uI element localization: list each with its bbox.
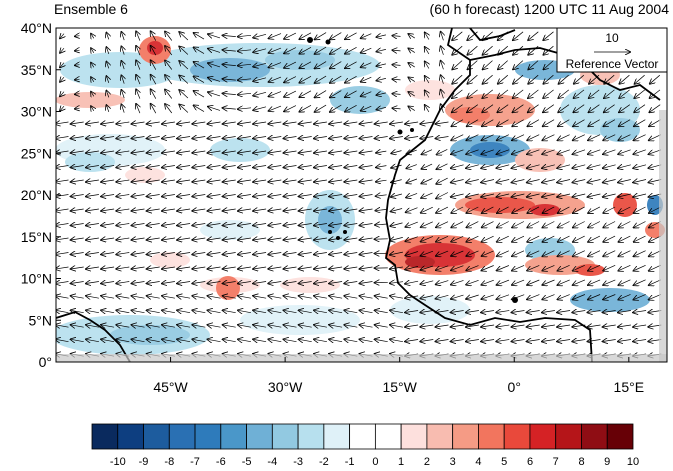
reference-vector-label: Reference Vector: [566, 57, 659, 71]
colorbar-label: -4: [267, 456, 277, 468]
colorbar-swatch: [400, 423, 428, 450]
colorbar-swatch: [297, 423, 325, 450]
colorbar-label: -6: [216, 456, 226, 468]
colorbar-label: 8: [578, 456, 584, 468]
colorbar-swatch: [478, 423, 505, 450]
colorbar-label: 2: [424, 456, 430, 468]
colorbar-swatch: [349, 423, 376, 450]
colorbar-swatch: [168, 423, 196, 450]
lat-tick-label: 20°N: [21, 187, 52, 203]
colorbar-swatch: [246, 423, 273, 450]
colorbar-label: -10: [110, 456, 126, 468]
colorbar-swatch: [374, 423, 402, 450]
lon-tick-label: 45°W: [153, 379, 188, 395]
colorbar: -10 -9 -8 -7 -6 -5 -4 -3 -2 -1 0 1 2 3 4 5 6 7 8 9 10: [91, 423, 639, 468]
lat-tick-label: 40°N: [21, 20, 52, 36]
lon-tick-label: 15°W: [382, 379, 417, 395]
colorbar-swatch: [194, 423, 222, 450]
colorbar-swatch: [529, 423, 557, 450]
colorbar-label: 1: [398, 456, 404, 468]
colorbar-swatch: [143, 423, 170, 450]
colorbar-label: -8: [164, 456, 174, 468]
colorbar-swatch: [606, 423, 634, 450]
colorbar-label: -5: [242, 456, 252, 468]
colorbar-swatch: [117, 423, 144, 450]
lat-tick-label: 10°N: [21, 271, 52, 287]
colorbar-swatch: [271, 423, 299, 450]
colorbar-label: 0: [372, 456, 378, 468]
colorbar-label: -7: [190, 456, 200, 468]
colorbar-swatch: [503, 423, 531, 450]
lat-tick-label: 25°N: [21, 145, 52, 161]
lat-tick-label: 0°: [39, 354, 52, 370]
colorbar-label: -1: [345, 456, 355, 468]
lat-tick-label: 15°N: [21, 229, 52, 245]
colorbar-label: -2: [319, 456, 329, 468]
colorbar-label: 5: [501, 456, 507, 468]
colorbar-swatch: [220, 423, 247, 450]
longitude-axis: 45°W 30°W 15°W 0° 15°E: [153, 357, 644, 395]
reference-vector-box: 10 Reference Vector: [556, 27, 668, 73]
lon-tick-label: 15°E: [614, 379, 645, 395]
colorbar-label: 9: [604, 456, 610, 468]
lat-tick-label: 30°N: [21, 104, 52, 120]
colorbar-swatch: [555, 423, 582, 450]
map-title-left: Ensemble 6: [54, 1, 128, 17]
latitude-axis: 40°N 35°N 30°N 25°N 20°N 15°N 10°N 5°N 0°: [21, 20, 61, 370]
reference-vector-value: 10: [605, 31, 619, 45]
map-title-right: (60 h forecast) 1200 UTC 11 Aug 2004: [429, 1, 669, 17]
lat-tick-label: 35°N: [21, 62, 52, 78]
lon-tick-label: 30°W: [268, 379, 303, 395]
colorbar-label: 4: [475, 456, 481, 468]
map-plot-area: [56, 28, 667, 362]
colorbar-label: -9: [139, 456, 149, 468]
colorbar-label: 10: [627, 456, 639, 468]
colorbar-swatch: [581, 423, 608, 450]
colorbar-swatch: [452, 423, 479, 450]
colorbar-label: 3: [450, 456, 456, 468]
colorbar-label: -3: [293, 456, 303, 468]
colorbar-label: 7: [553, 456, 559, 468]
colorbar-label: 6: [527, 456, 533, 468]
colorbar-swatch: [323, 423, 351, 450]
lon-tick-label: 0°: [508, 379, 521, 395]
lat-tick-label: 5°N: [29, 312, 53, 328]
islands: [307, 37, 518, 303]
colorbar-swatch: [426, 423, 454, 450]
colorbar-swatch: [91, 423, 119, 450]
